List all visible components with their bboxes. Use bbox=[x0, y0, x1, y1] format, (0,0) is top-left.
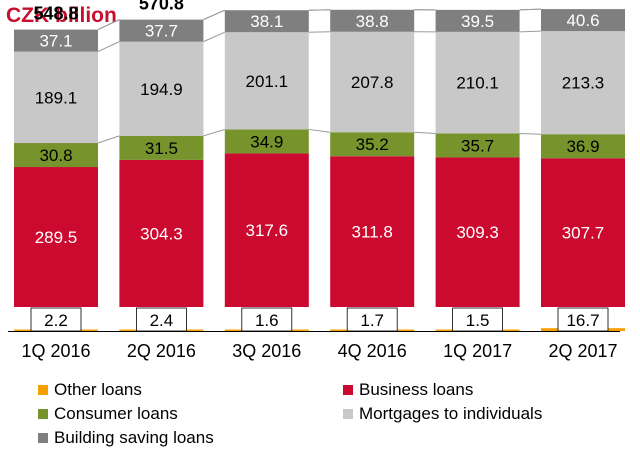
legend-item-building: Building saving loans bbox=[38, 428, 214, 448]
data-label-business: 317.6 bbox=[246, 221, 289, 240]
bar-segment-consumer bbox=[14, 143, 98, 168]
data-label-consumer: 31.5 bbox=[145, 139, 178, 158]
data-label-business: 309.3 bbox=[456, 223, 499, 242]
stacked-bar-chart: 2.2 289.5 30.8 189.1 37.1 548.8 1Q 2016 2.4 304.… bbox=[8, 0, 625, 361]
bar-segment-building bbox=[541, 9, 625, 32]
data-label-building: 40.6 bbox=[566, 11, 599, 30]
total-label: 615.2 bbox=[560, 0, 605, 3]
bar-segment-building bbox=[435, 9, 520, 32]
data-label-business: 304.3 bbox=[140, 224, 183, 243]
total-label: 593.4 bbox=[244, 0, 289, 4]
legend-swatch-building bbox=[38, 433, 48, 443]
bar-segment-consumer bbox=[119, 135, 204, 160]
data-label-other: 1.7 bbox=[360, 311, 384, 330]
total-label: 595.4 bbox=[350, 0, 395, 4]
legend-item-mortgage: Mortgages to individuals bbox=[343, 404, 542, 424]
legend-swatch-business bbox=[343, 385, 353, 395]
connector-line bbox=[203, 128, 225, 137]
bar-segment-business bbox=[330, 156, 415, 307]
x-tick-label: 3Q 2016 bbox=[232, 341, 301, 361]
connector-line bbox=[203, 9, 226, 21]
connector-line bbox=[414, 131, 436, 134]
bar-segment-business bbox=[435, 157, 520, 307]
x-tick-label: 4Q 2016 bbox=[338, 341, 407, 361]
bar-segment-mortgage bbox=[330, 31, 415, 133]
data-label-other: 2.2 bbox=[44, 311, 68, 330]
bar-segment-building bbox=[14, 29, 98, 52]
data-label-consumer: 30.8 bbox=[39, 146, 72, 165]
total-label: 570.8 bbox=[139, 0, 184, 14]
x-tick-label: 1Q 2016 bbox=[21, 341, 90, 361]
bar-segment-business bbox=[119, 159, 204, 307]
legend-item-consumer: Consumer loans bbox=[38, 404, 178, 424]
legend-item-business: Business loans bbox=[343, 380, 473, 400]
x-tick-label: 2Q 2017 bbox=[548, 341, 617, 361]
data-label-mortgage: 207.8 bbox=[351, 73, 394, 92]
legend-swatch-mortgage bbox=[343, 409, 353, 419]
data-label-building: 37.1 bbox=[39, 32, 72, 51]
data-label-building: 38.1 bbox=[250, 12, 283, 31]
legend-label-consumer: Consumer loans bbox=[54, 404, 178, 423]
connector-line bbox=[97, 135, 120, 144]
connector-line bbox=[97, 19, 120, 31]
data-label-business: 307.7 bbox=[562, 224, 605, 243]
connector-line bbox=[203, 31, 226, 43]
data-label-consumer: 35.2 bbox=[356, 135, 389, 154]
bar-segment-business bbox=[14, 167, 98, 307]
data-label-other: 2.4 bbox=[150, 311, 174, 330]
bar-segment-mortgage bbox=[224, 32, 309, 130]
connector-line bbox=[519, 8, 542, 11]
connector-line bbox=[308, 128, 331, 133]
legend-label-building: Building saving loans bbox=[54, 428, 214, 447]
data-label-consumer: 34.9 bbox=[250, 132, 283, 151]
bar-segment-business bbox=[541, 158, 625, 307]
bar-segment-building bbox=[330, 9, 415, 32]
legend-swatch-other bbox=[38, 385, 48, 395]
legend-label-mortgage: Mortgages to individuals bbox=[359, 404, 543, 423]
bar-segment-consumer bbox=[330, 132, 415, 157]
bar-segment-mortgage bbox=[14, 51, 98, 144]
legend-label-business: Business loans bbox=[359, 380, 474, 399]
total-label: 596.1 bbox=[455, 0, 500, 4]
data-label-other: 16.7 bbox=[566, 311, 599, 330]
data-label-other: 1.6 bbox=[255, 311, 279, 330]
data-label-other: 1.5 bbox=[466, 311, 490, 330]
data-label-mortgage: 213.3 bbox=[562, 74, 605, 93]
data-label-mortgage: 189.1 bbox=[35, 88, 78, 107]
x-tick-label: 1Q 2017 bbox=[443, 341, 512, 361]
bar-segment-consumer bbox=[224, 129, 309, 154]
data-label-building: 39.5 bbox=[461, 12, 494, 31]
bar-segment-business bbox=[224, 153, 309, 307]
bar-segment-building bbox=[224, 10, 309, 33]
bar-segment-mortgage bbox=[435, 31, 520, 134]
data-label-consumer: 35.7 bbox=[461, 136, 494, 155]
data-label-mortgage: 201.1 bbox=[246, 72, 289, 91]
connector-line bbox=[519, 132, 542, 135]
chart-title: CZK billion bbox=[6, 4, 117, 27]
data-label-mortgage: 194.9 bbox=[140, 80, 183, 99]
data-label-building: 37.7 bbox=[145, 22, 178, 41]
bar-segment-mortgage bbox=[541, 31, 625, 135]
legend-item-other: Other loans bbox=[38, 380, 142, 400]
data-label-consumer: 36.9 bbox=[566, 137, 599, 156]
legend-swatch-consumer bbox=[38, 409, 48, 419]
bar-segment-consumer bbox=[435, 133, 520, 158]
bar-segment-consumer bbox=[541, 134, 625, 159]
connector-line bbox=[519, 30, 542, 33]
legend-label-other: Other loans bbox=[54, 380, 142, 399]
bar-segment-mortgage bbox=[119, 41, 204, 136]
connector-line bbox=[97, 41, 120, 53]
data-label-mortgage: 210.1 bbox=[456, 74, 499, 93]
data-label-business: 311.8 bbox=[352, 223, 393, 242]
x-tick-label: 2Q 2016 bbox=[127, 341, 196, 361]
data-label-building: 38.8 bbox=[356, 12, 389, 31]
total-label: 548.8 bbox=[33, 4, 78, 24]
bar-segment-building bbox=[119, 19, 204, 42]
data-label-business: 289.5 bbox=[35, 228, 78, 247]
